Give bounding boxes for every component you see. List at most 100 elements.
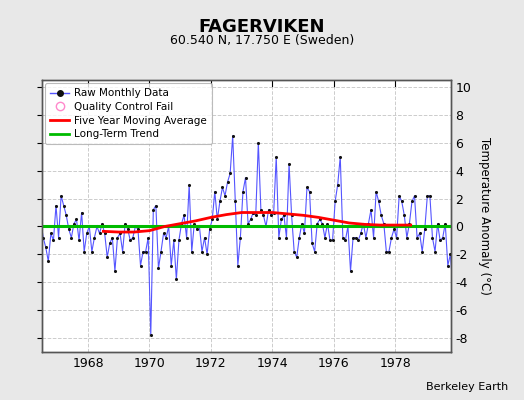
Point — [400, 212, 409, 218]
Point — [367, 206, 375, 213]
Point — [203, 251, 211, 258]
Point — [121, 220, 129, 227]
Point — [213, 216, 222, 223]
Text: FAGERVIKEN: FAGERVIKEN — [199, 18, 325, 36]
Point — [451, 223, 460, 230]
Point — [315, 216, 324, 223]
Point — [303, 184, 311, 191]
Point — [339, 234, 347, 241]
Point — [379, 220, 388, 227]
Point — [83, 230, 91, 237]
Point — [205, 226, 214, 232]
Y-axis label: Temperature Anomaly (°C): Temperature Anomaly (°C) — [478, 137, 492, 295]
Point — [231, 198, 239, 204]
Point — [193, 226, 201, 232]
Point — [208, 216, 216, 223]
Point — [423, 192, 432, 199]
Point — [223, 179, 232, 185]
Point — [269, 209, 278, 216]
Point — [139, 248, 147, 255]
Point — [75, 237, 83, 244]
Point — [49, 237, 58, 244]
Point — [433, 220, 442, 227]
Point — [441, 220, 450, 227]
Point — [277, 216, 286, 223]
Point — [211, 188, 219, 195]
Point — [267, 212, 275, 218]
Point — [165, 223, 173, 230]
Point — [101, 230, 109, 237]
Point — [144, 234, 152, 241]
Point — [95, 230, 104, 237]
Point — [141, 248, 150, 255]
Point — [346, 268, 355, 274]
Point — [405, 220, 413, 227]
Point — [195, 223, 204, 230]
Point — [326, 237, 334, 244]
Point — [387, 234, 396, 241]
Point — [80, 248, 89, 255]
Point — [113, 234, 122, 241]
Point — [385, 248, 393, 255]
Point — [54, 234, 63, 241]
Point — [198, 248, 206, 255]
Point — [177, 220, 185, 227]
Point — [392, 234, 401, 241]
Point — [244, 220, 252, 227]
Point — [31, 234, 40, 241]
Point — [333, 182, 342, 188]
Point — [98, 220, 106, 227]
Point — [157, 248, 165, 255]
Point — [26, 192, 35, 199]
Point — [282, 234, 291, 241]
Point — [39, 234, 47, 241]
Point — [116, 230, 124, 237]
Point — [295, 234, 303, 241]
Point — [354, 237, 363, 244]
Point — [34, 206, 42, 213]
Point — [377, 212, 386, 218]
Point — [425, 192, 434, 199]
Point — [321, 234, 329, 241]
Point — [416, 230, 424, 237]
Text: 60.540 N, 17.750 E (Sweden): 60.540 N, 17.750 E (Sweden) — [170, 34, 354, 47]
Point — [234, 262, 242, 269]
Point — [242, 174, 250, 181]
Point — [154, 265, 162, 272]
Point — [329, 237, 337, 244]
Point — [131, 223, 139, 230]
Point — [356, 230, 365, 237]
Point — [372, 188, 380, 195]
Point — [172, 276, 181, 283]
Point — [52, 202, 60, 209]
Point — [449, 286, 457, 292]
Point — [70, 220, 78, 227]
Point — [446, 251, 455, 258]
Point — [272, 154, 280, 160]
Point — [382, 248, 390, 255]
Point — [359, 220, 367, 227]
Point — [265, 206, 273, 213]
Point — [24, 160, 32, 167]
Point — [298, 220, 306, 227]
Point — [134, 226, 142, 232]
Point — [344, 223, 352, 230]
Point — [118, 248, 127, 255]
Point — [62, 212, 70, 218]
Point — [44, 258, 52, 264]
Point — [182, 234, 191, 241]
Point — [228, 132, 237, 139]
Point — [331, 198, 340, 204]
Point — [364, 220, 373, 227]
Point — [103, 254, 112, 260]
Point — [254, 140, 263, 146]
Point — [431, 248, 439, 255]
Point — [428, 234, 436, 241]
Point — [362, 234, 370, 241]
Point — [147, 332, 155, 338]
Point — [149, 206, 158, 213]
Point — [369, 234, 378, 241]
Point — [285, 160, 293, 167]
Point — [439, 234, 447, 241]
Point — [185, 182, 193, 188]
